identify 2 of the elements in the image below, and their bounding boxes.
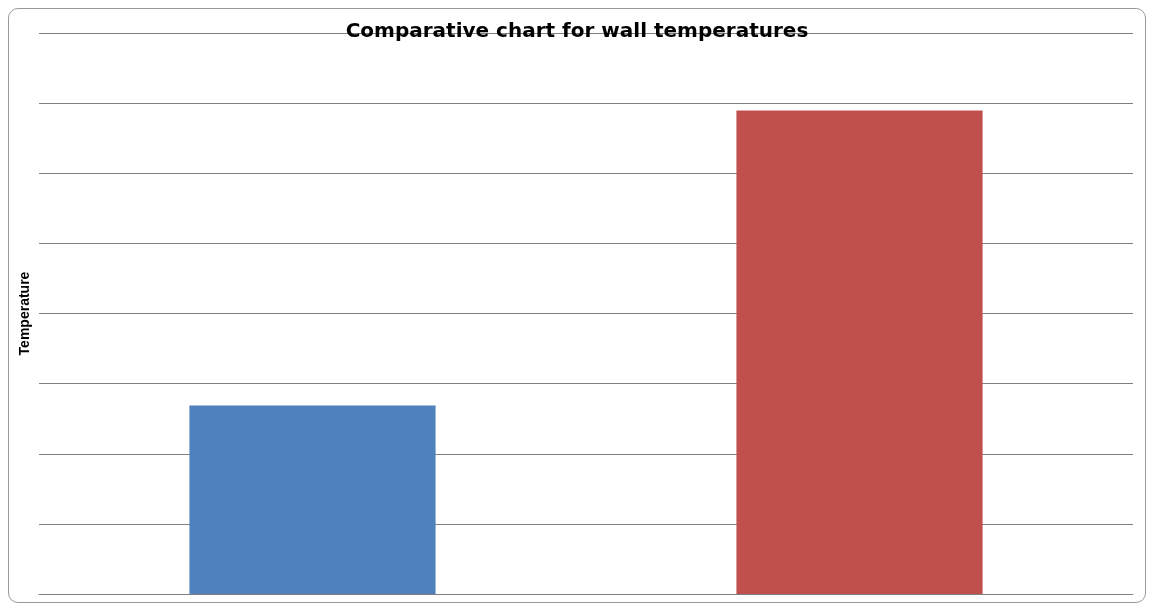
chart-title: Comparative chart for wall temperatures [345, 18, 809, 42]
y-axis-title: Temperature [16, 271, 32, 356]
